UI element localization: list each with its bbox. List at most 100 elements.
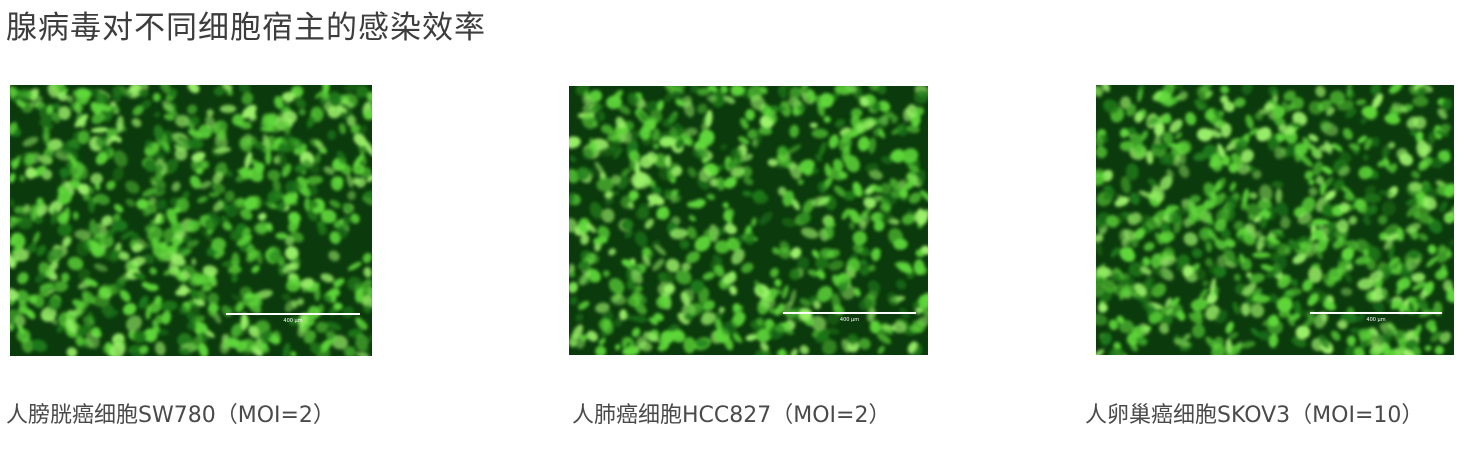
- cell: [86, 332, 100, 349]
- cell: [357, 125, 368, 135]
- cell: [790, 348, 798, 355]
- cell: [1160, 230, 1175, 242]
- cell: [870, 320, 880, 326]
- cell: [48, 261, 59, 272]
- cell: [59, 167, 72, 178]
- cell: [797, 256, 810, 272]
- cell: [905, 171, 917, 186]
- cell: [1161, 114, 1172, 124]
- cell: [1106, 215, 1120, 228]
- cell: [1128, 262, 1146, 277]
- cell: [1377, 215, 1388, 225]
- cell: [350, 213, 360, 224]
- cell: [267, 169, 281, 181]
- cell: [66, 95, 74, 103]
- cell: [1275, 201, 1289, 218]
- cell: [1198, 288, 1208, 302]
- cell: [1154, 122, 1165, 137]
- cell: [569, 192, 575, 206]
- cell: [1258, 330, 1270, 341]
- cell: [22, 136, 39, 147]
- cell: [915, 307, 923, 315]
- cell: [288, 219, 300, 233]
- microscopy-image-hcc827: 400 μm: [569, 86, 928, 355]
- cell: [658, 166, 676, 181]
- cell: [160, 300, 178, 311]
- cell: [1344, 193, 1356, 202]
- cell: [362, 295, 372, 308]
- cell: [318, 147, 327, 154]
- cell: [816, 269, 826, 280]
- cell: [140, 85, 149, 91]
- cell: [813, 300, 821, 310]
- cell: [613, 147, 623, 160]
- cell: [1210, 191, 1217, 202]
- cell: [1146, 117, 1158, 126]
- cell: [186, 239, 199, 248]
- cell: [589, 201, 603, 219]
- cell: [1383, 223, 1399, 238]
- cell: [10, 85, 16, 99]
- cell: [1331, 143, 1343, 152]
- cell: [149, 300, 162, 314]
- cell: [687, 302, 703, 316]
- cell: [281, 194, 298, 206]
- cell: [1098, 302, 1108, 313]
- cell: [314, 153, 321, 164]
- cell: [1159, 323, 1170, 334]
- cell: [692, 198, 706, 209]
- cell: [853, 287, 861, 297]
- cell: [1321, 312, 1328, 322]
- cell: [782, 190, 795, 207]
- cell: [1382, 349, 1396, 355]
- cell: [777, 186, 787, 196]
- cell: [1123, 229, 1136, 241]
- cell: [70, 161, 85, 178]
- cell: [131, 243, 144, 253]
- cell: [742, 190, 752, 197]
- cell: [632, 315, 648, 323]
- cell: [1338, 166, 1351, 177]
- cell: [1408, 181, 1422, 193]
- cell: [789, 268, 801, 280]
- cell: [225, 337, 241, 349]
- cell: [760, 86, 768, 95]
- cell: [871, 101, 882, 112]
- cell: [46, 104, 54, 115]
- cell: [112, 105, 121, 114]
- cell: [296, 298, 305, 306]
- cell: [1130, 342, 1138, 352]
- cell: [10, 173, 16, 183]
- cell: [697, 103, 708, 114]
- cell: [785, 309, 797, 320]
- cell: [24, 152, 35, 166]
- cell: [811, 128, 829, 139]
- cell: [109, 254, 118, 263]
- cell: [823, 224, 834, 240]
- cell: [363, 140, 372, 156]
- cell: [806, 89, 816, 102]
- cell: [726, 160, 743, 169]
- cell: [873, 220, 885, 232]
- cell: [1246, 203, 1261, 218]
- cell: [213, 201, 224, 212]
- cell: [152, 319, 160, 333]
- cell: [1223, 249, 1235, 262]
- cell: [694, 338, 710, 349]
- cell: [363, 190, 372, 199]
- cell: [330, 176, 344, 191]
- cell: [778, 348, 786, 355]
- cell: [116, 115, 124, 133]
- cell: [1277, 274, 1292, 289]
- cell: [132, 272, 146, 280]
- cell: [265, 150, 272, 165]
- cell: [1096, 172, 1106, 186]
- cell: [237, 197, 246, 205]
- cell: [664, 92, 673, 103]
- cell: [1245, 293, 1253, 307]
- cell: [1226, 195, 1238, 209]
- cell: [852, 230, 867, 246]
- cell: [1199, 102, 1208, 111]
- cell: [878, 117, 889, 125]
- cell: [366, 174, 372, 183]
